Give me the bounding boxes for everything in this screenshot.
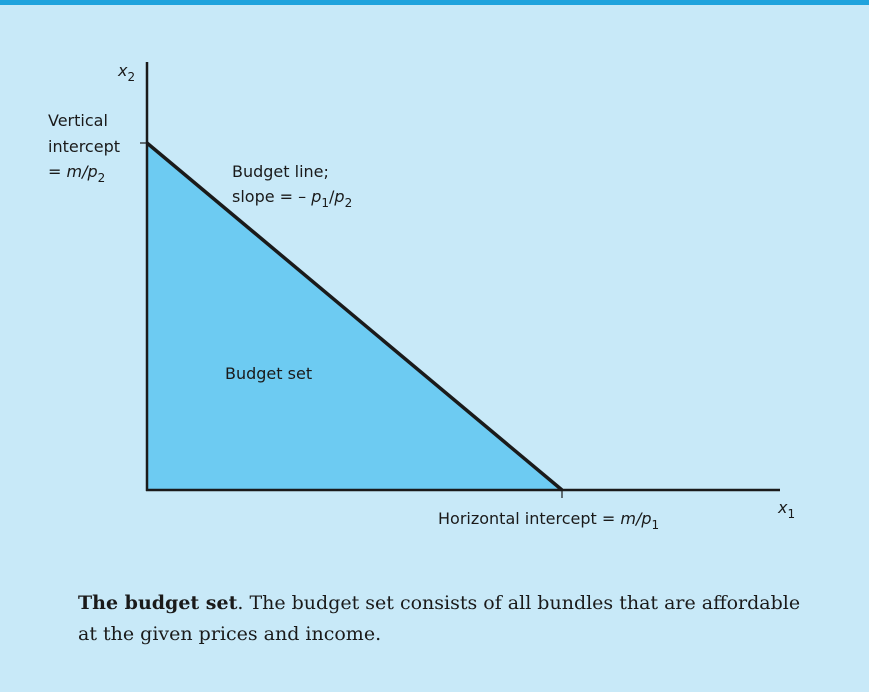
budget-line: [145, 141, 564, 492]
text-part: 1: [652, 518, 660, 532]
top-bar: [0, 0, 869, 5]
budget-set-label: Budget set: [225, 364, 312, 383]
text-part: 2: [127, 70, 135, 84]
text-part: m/p: [67, 162, 98, 181]
budget-line-label: Budget line;: [232, 162, 329, 181]
text-part: slope = –: [232, 187, 311, 206]
diagram: x2 x1 Vertical intercept = m/p2 Budget l…: [48, 61, 795, 532]
caption-text: . The budget set consists of all bundles…: [78, 592, 801, 645]
text-part: 2: [98, 171, 106, 185]
vertical-intercept-label: = m/p2: [48, 162, 105, 185]
text-part: x: [117, 61, 128, 80]
budget-line-label: slope = – p1/p2: [232, 187, 352, 210]
caption-title: The budget set: [78, 592, 238, 614]
text-part: Horizontal intercept =: [438, 509, 620, 528]
text-part: 1: [787, 507, 795, 521]
text-part: m/p: [620, 509, 651, 528]
horizontal-intercept-label: Horizontal intercept = m/p1: [438, 509, 659, 532]
text-part: p: [310, 187, 321, 206]
text-part: =: [48, 162, 67, 181]
text-part: /: [329, 187, 335, 206]
vertical-intercept-label: intercept: [48, 137, 120, 156]
text-part: p: [333, 187, 344, 206]
y-axis-label: x2: [117, 61, 135, 84]
x-axis-label: x1: [777, 498, 795, 521]
caption: The budget set. The budget set consists …: [78, 588, 818, 650]
text-part: 1: [321, 196, 329, 210]
text-part: 2: [345, 196, 353, 210]
text-part: x: [777, 498, 788, 517]
vertical-intercept-label: Vertical: [48, 111, 108, 130]
